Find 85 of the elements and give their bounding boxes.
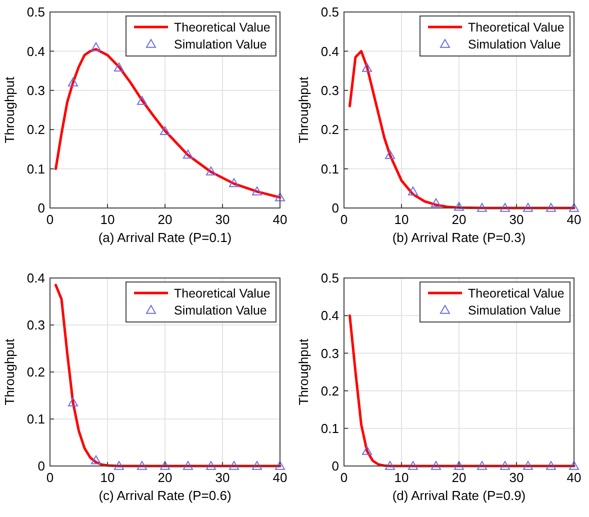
x-tick-label: 10 bbox=[100, 470, 115, 485]
x-tick-label: 10 bbox=[100, 212, 115, 227]
y-axis-title: Throughput bbox=[296, 338, 311, 406]
x-axis-title: (a) Arrival Rate (P=0.1) bbox=[98, 230, 232, 245]
y-tick-label: 0 bbox=[332, 200, 339, 216]
y-tick-label: 0.3 bbox=[26, 82, 45, 98]
legend-label: Theoretical Value bbox=[174, 20, 270, 34]
legend-label: Simulation Value bbox=[468, 303, 561, 318]
x-tick-label: 30 bbox=[215, 212, 230, 227]
point bbox=[137, 461, 147, 470]
x-tick-label: 30 bbox=[215, 470, 230, 485]
x-tick-label: 40 bbox=[272, 470, 288, 485]
y-axis-title: Throughput bbox=[2, 338, 17, 406]
point bbox=[454, 202, 464, 211]
y-axis-title: Throughput bbox=[296, 76, 311, 144]
point bbox=[114, 461, 124, 470]
point bbox=[500, 203, 510, 212]
y-tick-label: 0.2 bbox=[26, 122, 45, 138]
x-tick-label: 10 bbox=[394, 470, 409, 485]
point bbox=[160, 126, 170, 136]
y-tick-label: 0.5 bbox=[26, 4, 45, 20]
y-tick-label: 0.1 bbox=[320, 420, 339, 436]
y-tick-label: 0.4 bbox=[26, 270, 45, 286]
point bbox=[275, 461, 285, 470]
x-tick-label: 20 bbox=[452, 470, 466, 485]
point bbox=[523, 203, 533, 212]
legend-label: Simulation Value bbox=[174, 303, 267, 318]
point bbox=[91, 455, 101, 464]
y-tick-label: 0.1 bbox=[320, 161, 339, 176]
point bbox=[91, 42, 101, 52]
point bbox=[385, 150, 395, 159]
y-tick-label: 0.3 bbox=[26, 318, 45, 333]
legend-label: Theoretical Value bbox=[468, 20, 564, 34]
y-tick-label: 0 bbox=[38, 200, 45, 216]
y-tick-label: 0.1 bbox=[26, 412, 45, 427]
x-tick-label: 30 bbox=[509, 470, 524, 485]
x-axis-title: (b) Arrival Rate (P=0.3) bbox=[392, 230, 526, 245]
point bbox=[408, 186, 418, 196]
legend-label: Theoretical Value bbox=[468, 286, 564, 300]
point bbox=[206, 461, 216, 470]
y-tick-label: 0.2 bbox=[320, 122, 339, 138]
x-tick-label: 40 bbox=[566, 212, 582, 227]
point bbox=[68, 398, 78, 406]
point bbox=[137, 96, 147, 105]
point bbox=[160, 461, 170, 470]
y-tick-label: 0.2 bbox=[320, 383, 339, 398]
point bbox=[183, 150, 193, 159]
point bbox=[229, 178, 239, 188]
x-axis-title: (c) Arrival Rate (P=0.6) bbox=[98, 488, 232, 503]
x-tick-label: 40 bbox=[566, 470, 582, 485]
point bbox=[546, 203, 556, 212]
point bbox=[252, 186, 262, 196]
y-tick-label: 0.4 bbox=[320, 44, 339, 59]
legend-label: Simulation Value bbox=[174, 37, 267, 52]
x-tick-label: 10 bbox=[394, 212, 409, 227]
point bbox=[114, 62, 124, 72]
y-tick-label: 0.2 bbox=[26, 364, 45, 380]
point bbox=[431, 198, 441, 208]
legend-label: Theoretical Value bbox=[174, 286, 270, 300]
x-tick-label: 20 bbox=[158, 212, 172, 227]
y-tick-label: 0.4 bbox=[26, 44, 45, 59]
point bbox=[477, 203, 487, 212]
y-axis-title: Throughput bbox=[2, 76, 17, 144]
x-tick-label: 20 bbox=[452, 212, 466, 227]
x-axis-title: (d) Arrival Rate (P=0.9) bbox=[392, 488, 526, 503]
point bbox=[229, 461, 239, 470]
y-tick-label: 0 bbox=[332, 458, 339, 474]
y-tick-label: 0.3 bbox=[320, 82, 339, 98]
y-tick-label: 0 bbox=[38, 458, 45, 474]
y-tick-label: 0.3 bbox=[320, 346, 339, 361]
y-tick-label: 0.5 bbox=[320, 270, 339, 286]
point bbox=[68, 78, 78, 86]
point bbox=[275, 192, 285, 202]
y-tick-label: 0.1 bbox=[26, 161, 45, 176]
point bbox=[362, 63, 372, 72]
x-tick-label: 40 bbox=[272, 212, 288, 227]
y-tick-label: 0.5 bbox=[320, 4, 339, 20]
legend-label: Simulation Value bbox=[468, 37, 561, 52]
point bbox=[252, 461, 262, 470]
x-tick-label: 20 bbox=[158, 470, 172, 485]
point bbox=[569, 203, 579, 212]
x-tick-label: 30 bbox=[509, 212, 524, 227]
y-tick-label: 0.4 bbox=[320, 308, 339, 324]
point bbox=[206, 166, 216, 176]
point bbox=[183, 461, 193, 470]
